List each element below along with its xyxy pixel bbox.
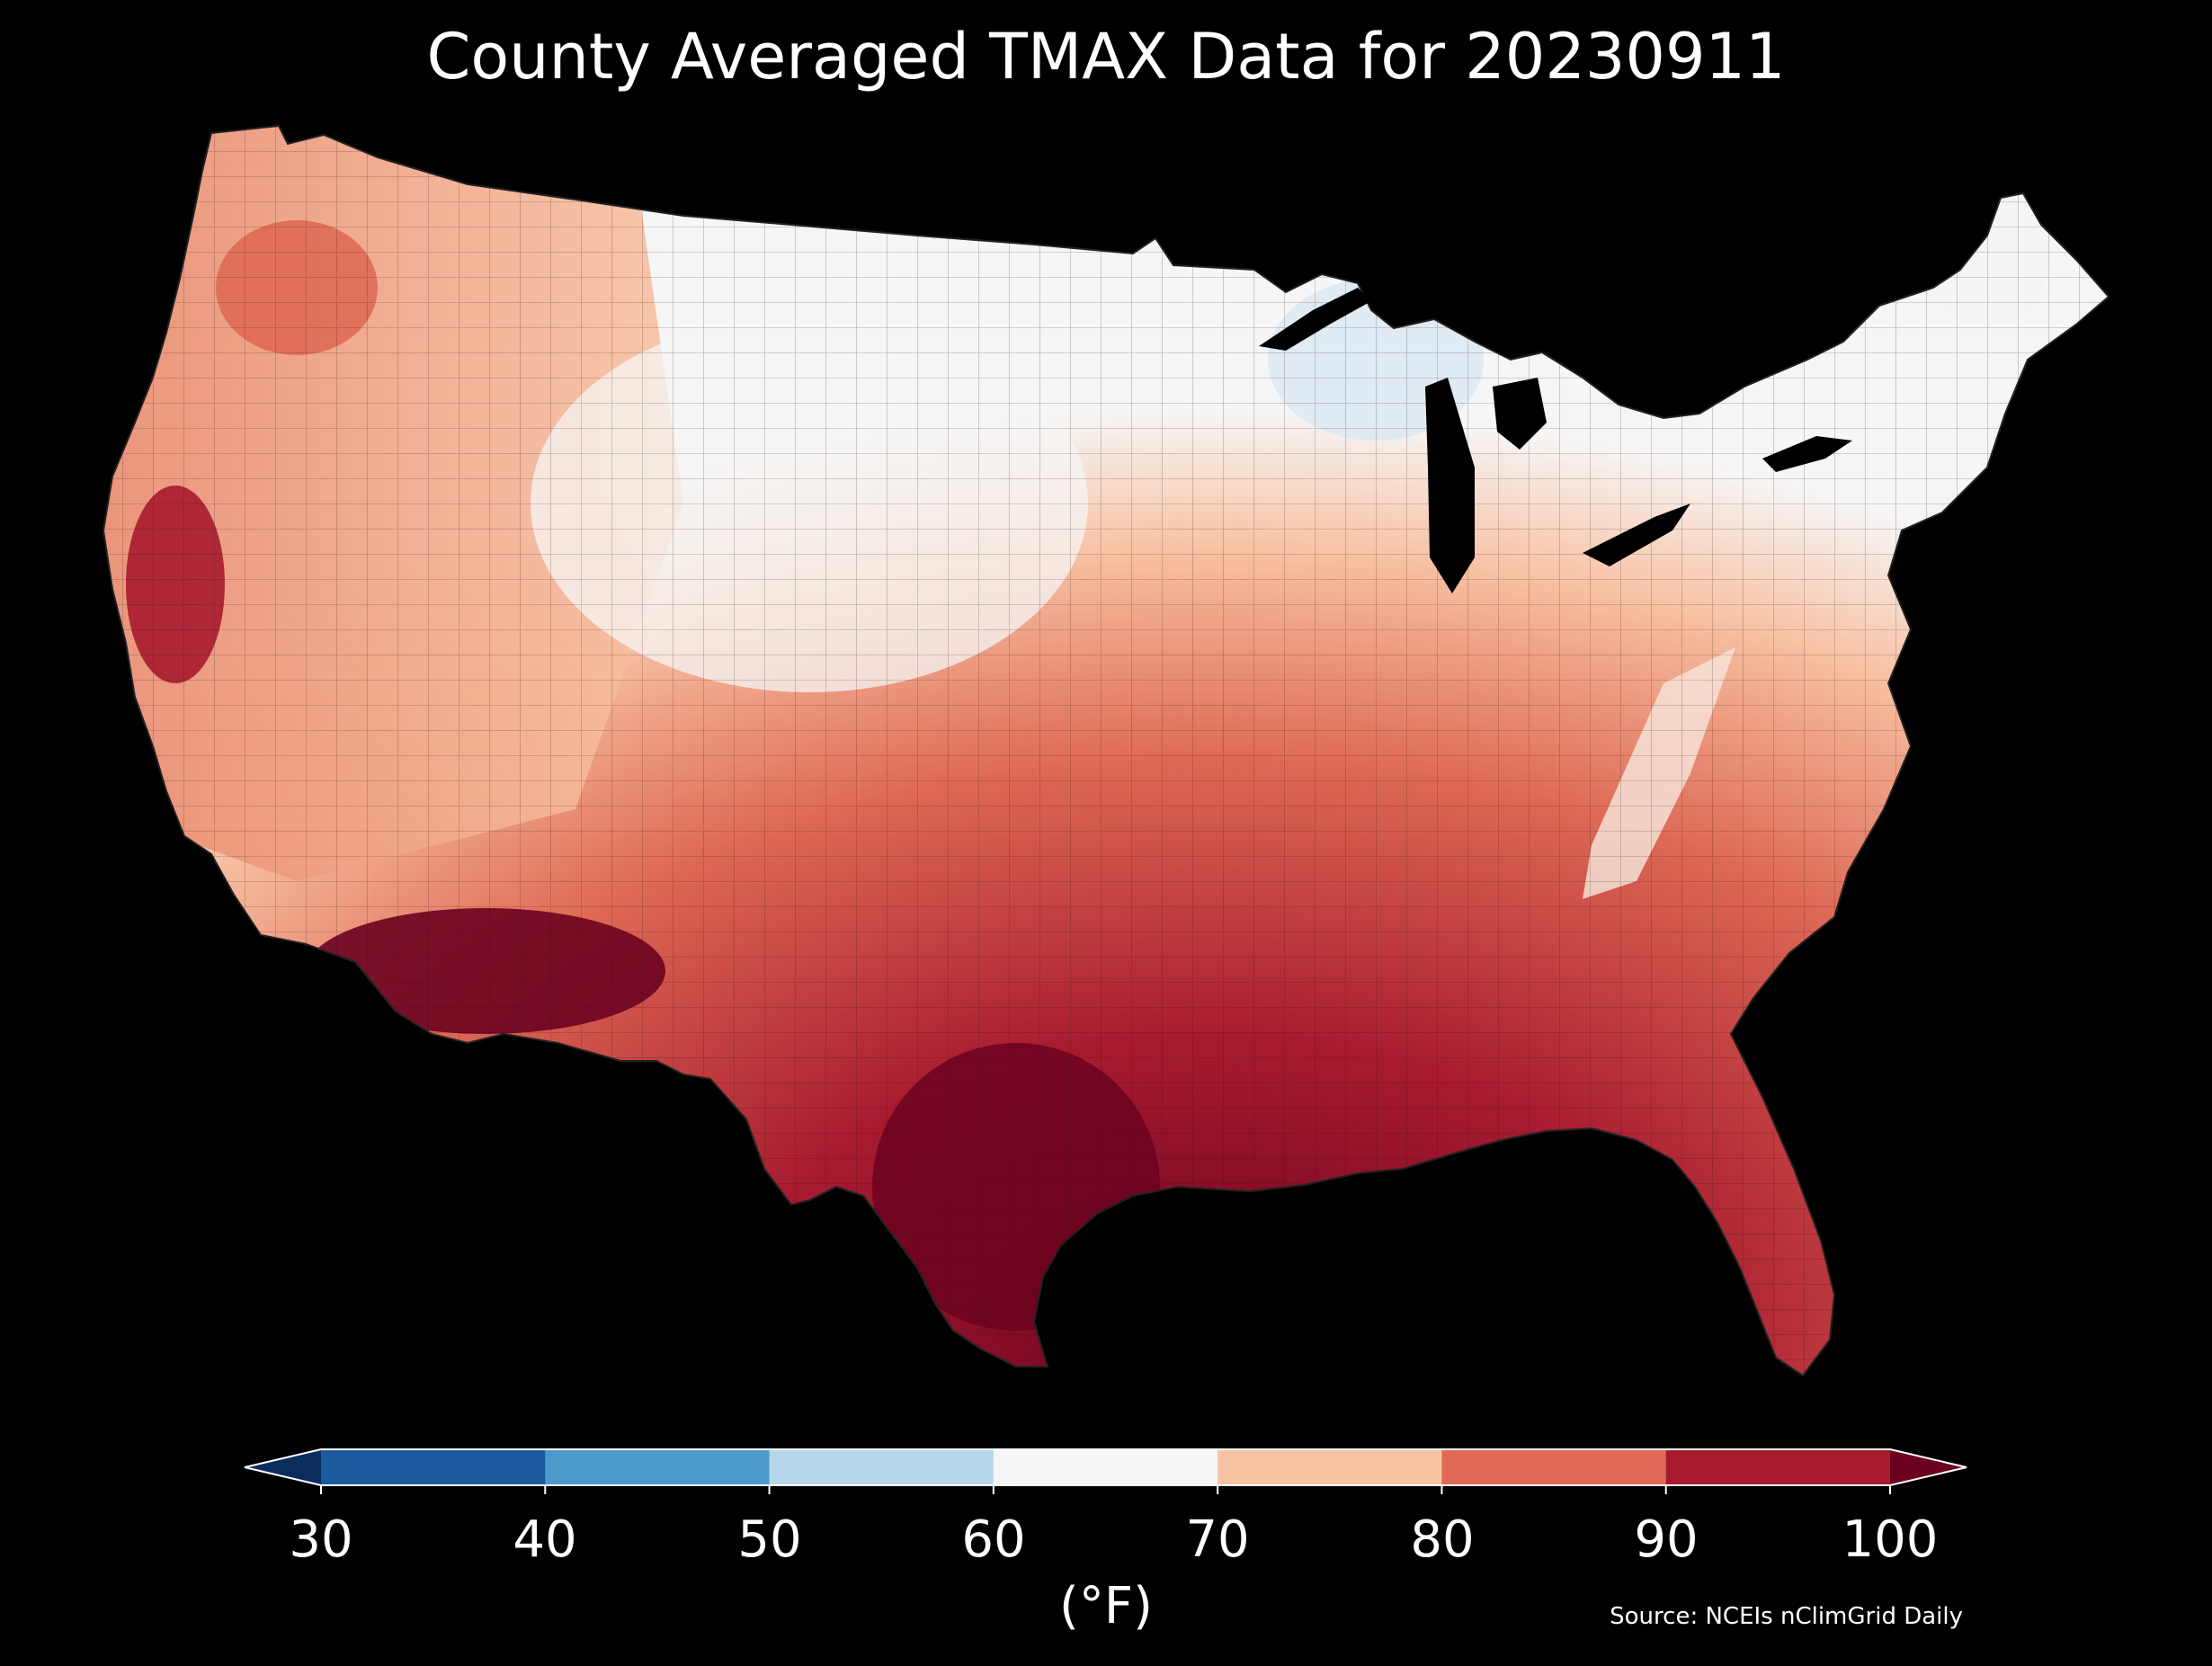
lake-superior bbox=[1259, 288, 1371, 351]
colorbar-tick-50: 50 bbox=[737, 1510, 802, 1569]
colorbar-tick-30: 30 bbox=[289, 1510, 353, 1569]
lake-erie bbox=[1583, 503, 1690, 566]
colorbar-extend-high bbox=[1890, 1449, 1967, 1485]
lake-ontario bbox=[1762, 436, 1852, 472]
colorbar-bin-30-40 bbox=[321, 1449, 546, 1485]
colorbar-unit-label: (°F) bbox=[1059, 1577, 1153, 1635]
colorbar-tick-70: 70 bbox=[1185, 1510, 1250, 1569]
colorbar-bin-60-70 bbox=[993, 1449, 1218, 1485]
lake-huron bbox=[1493, 378, 1547, 450]
colorbar-tick-60: 60 bbox=[961, 1510, 1026, 1569]
colorbar-bin-70-80 bbox=[1217, 1449, 1442, 1485]
colorbar-bin-90-100 bbox=[1665, 1449, 1891, 1485]
great-lakes bbox=[1259, 288, 1852, 593]
us-county-map bbox=[103, 126, 2109, 1376]
us-outline bbox=[102, 124, 2110, 1377]
colorbar bbox=[244, 1448, 1967, 1494]
colorbar-extend-low bbox=[245, 1449, 321, 1485]
colorbar-tick-90: 90 bbox=[1634, 1510, 1699, 1569]
colorbar-bin-40-50 bbox=[545, 1449, 771, 1485]
colorbar-tick-100: 100 bbox=[1842, 1510, 1939, 1569]
colorbar-bin-80-90 bbox=[1441, 1449, 1667, 1485]
colorbar-bin-50-60 bbox=[769, 1449, 995, 1485]
county-borders bbox=[103, 126, 2109, 1376]
colorbar-tick-40: 40 bbox=[513, 1510, 577, 1569]
colorbar-tick-80: 80 bbox=[1410, 1510, 1475, 1569]
map-title: County Averaged TMAX Data for 20230911 bbox=[426, 20, 1786, 94]
lake-michigan bbox=[1425, 378, 1475, 593]
source-note: Source: NCEIs nClimGrid Daily bbox=[1610, 1603, 1963, 1630]
